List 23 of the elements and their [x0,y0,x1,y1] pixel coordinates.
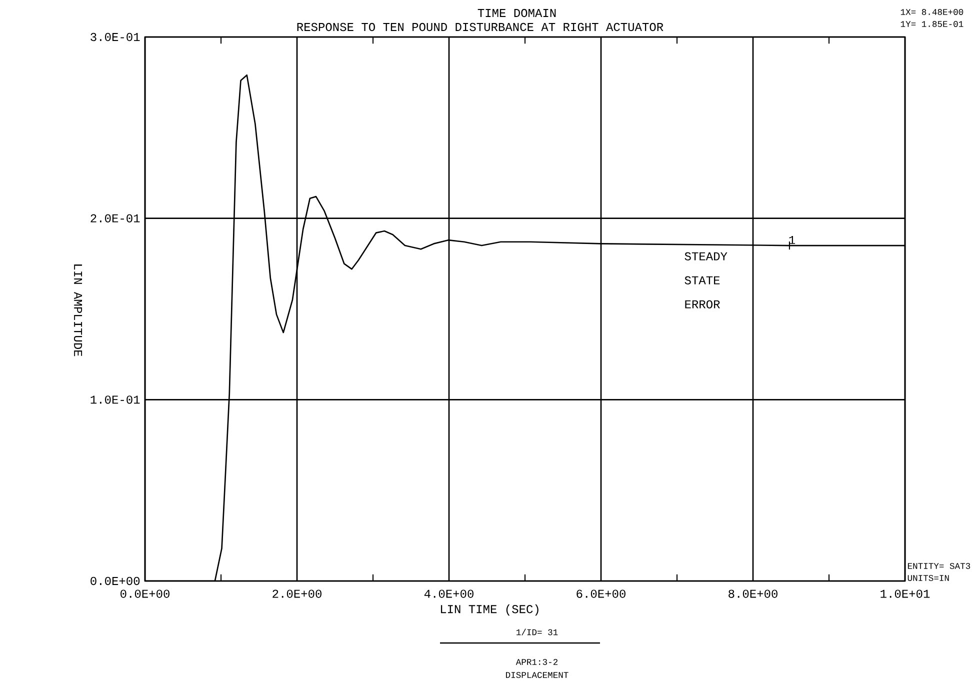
annotation: 1 [789,236,796,244]
y-tick-label: 1.0E-01 [90,396,140,404]
text: 1X= 8.48E+00 [900,8,964,15]
y-tick-label: 3.0E-01 [90,32,140,42]
x-tick-label: 1.0E+01 [880,590,930,598]
text: ENTITY= SAT3 [908,562,970,569]
text: UNITS=IN [908,574,949,581]
x-tick-label: 6.0E+00 [576,590,626,598]
x-tick-label: 8.0E+00 [728,590,778,598]
text: APR1:3-2 [516,658,558,665]
chart-title: TIME DOMAIN [478,8,556,18]
chart-subtitle: RESPONSE TO TEN POUND DISTURBANCE AT RIGHT ACTUATOR [297,22,664,32]
text: STEADY STATE ERROR [684,252,728,308]
x-axis-title: LIN TIME (SEC) [440,604,538,616]
text: DISPLACEMENT [506,672,568,678]
x-tick-label: 4.0E+00 [424,590,474,598]
x-tick-label: 2.0E+00 [272,590,322,598]
y-tick-label: 0.0E+00 [90,576,140,586]
text: 1Y= 1.85E-01 [900,20,964,27]
y-tick-label: 2.0E-01 [90,214,140,222]
text: 1/ID= 31 [516,628,558,636]
x-tick-label: 0.0E+00 [120,590,170,598]
y-axis-title: LIN AMPLITUDE [74,264,82,356]
